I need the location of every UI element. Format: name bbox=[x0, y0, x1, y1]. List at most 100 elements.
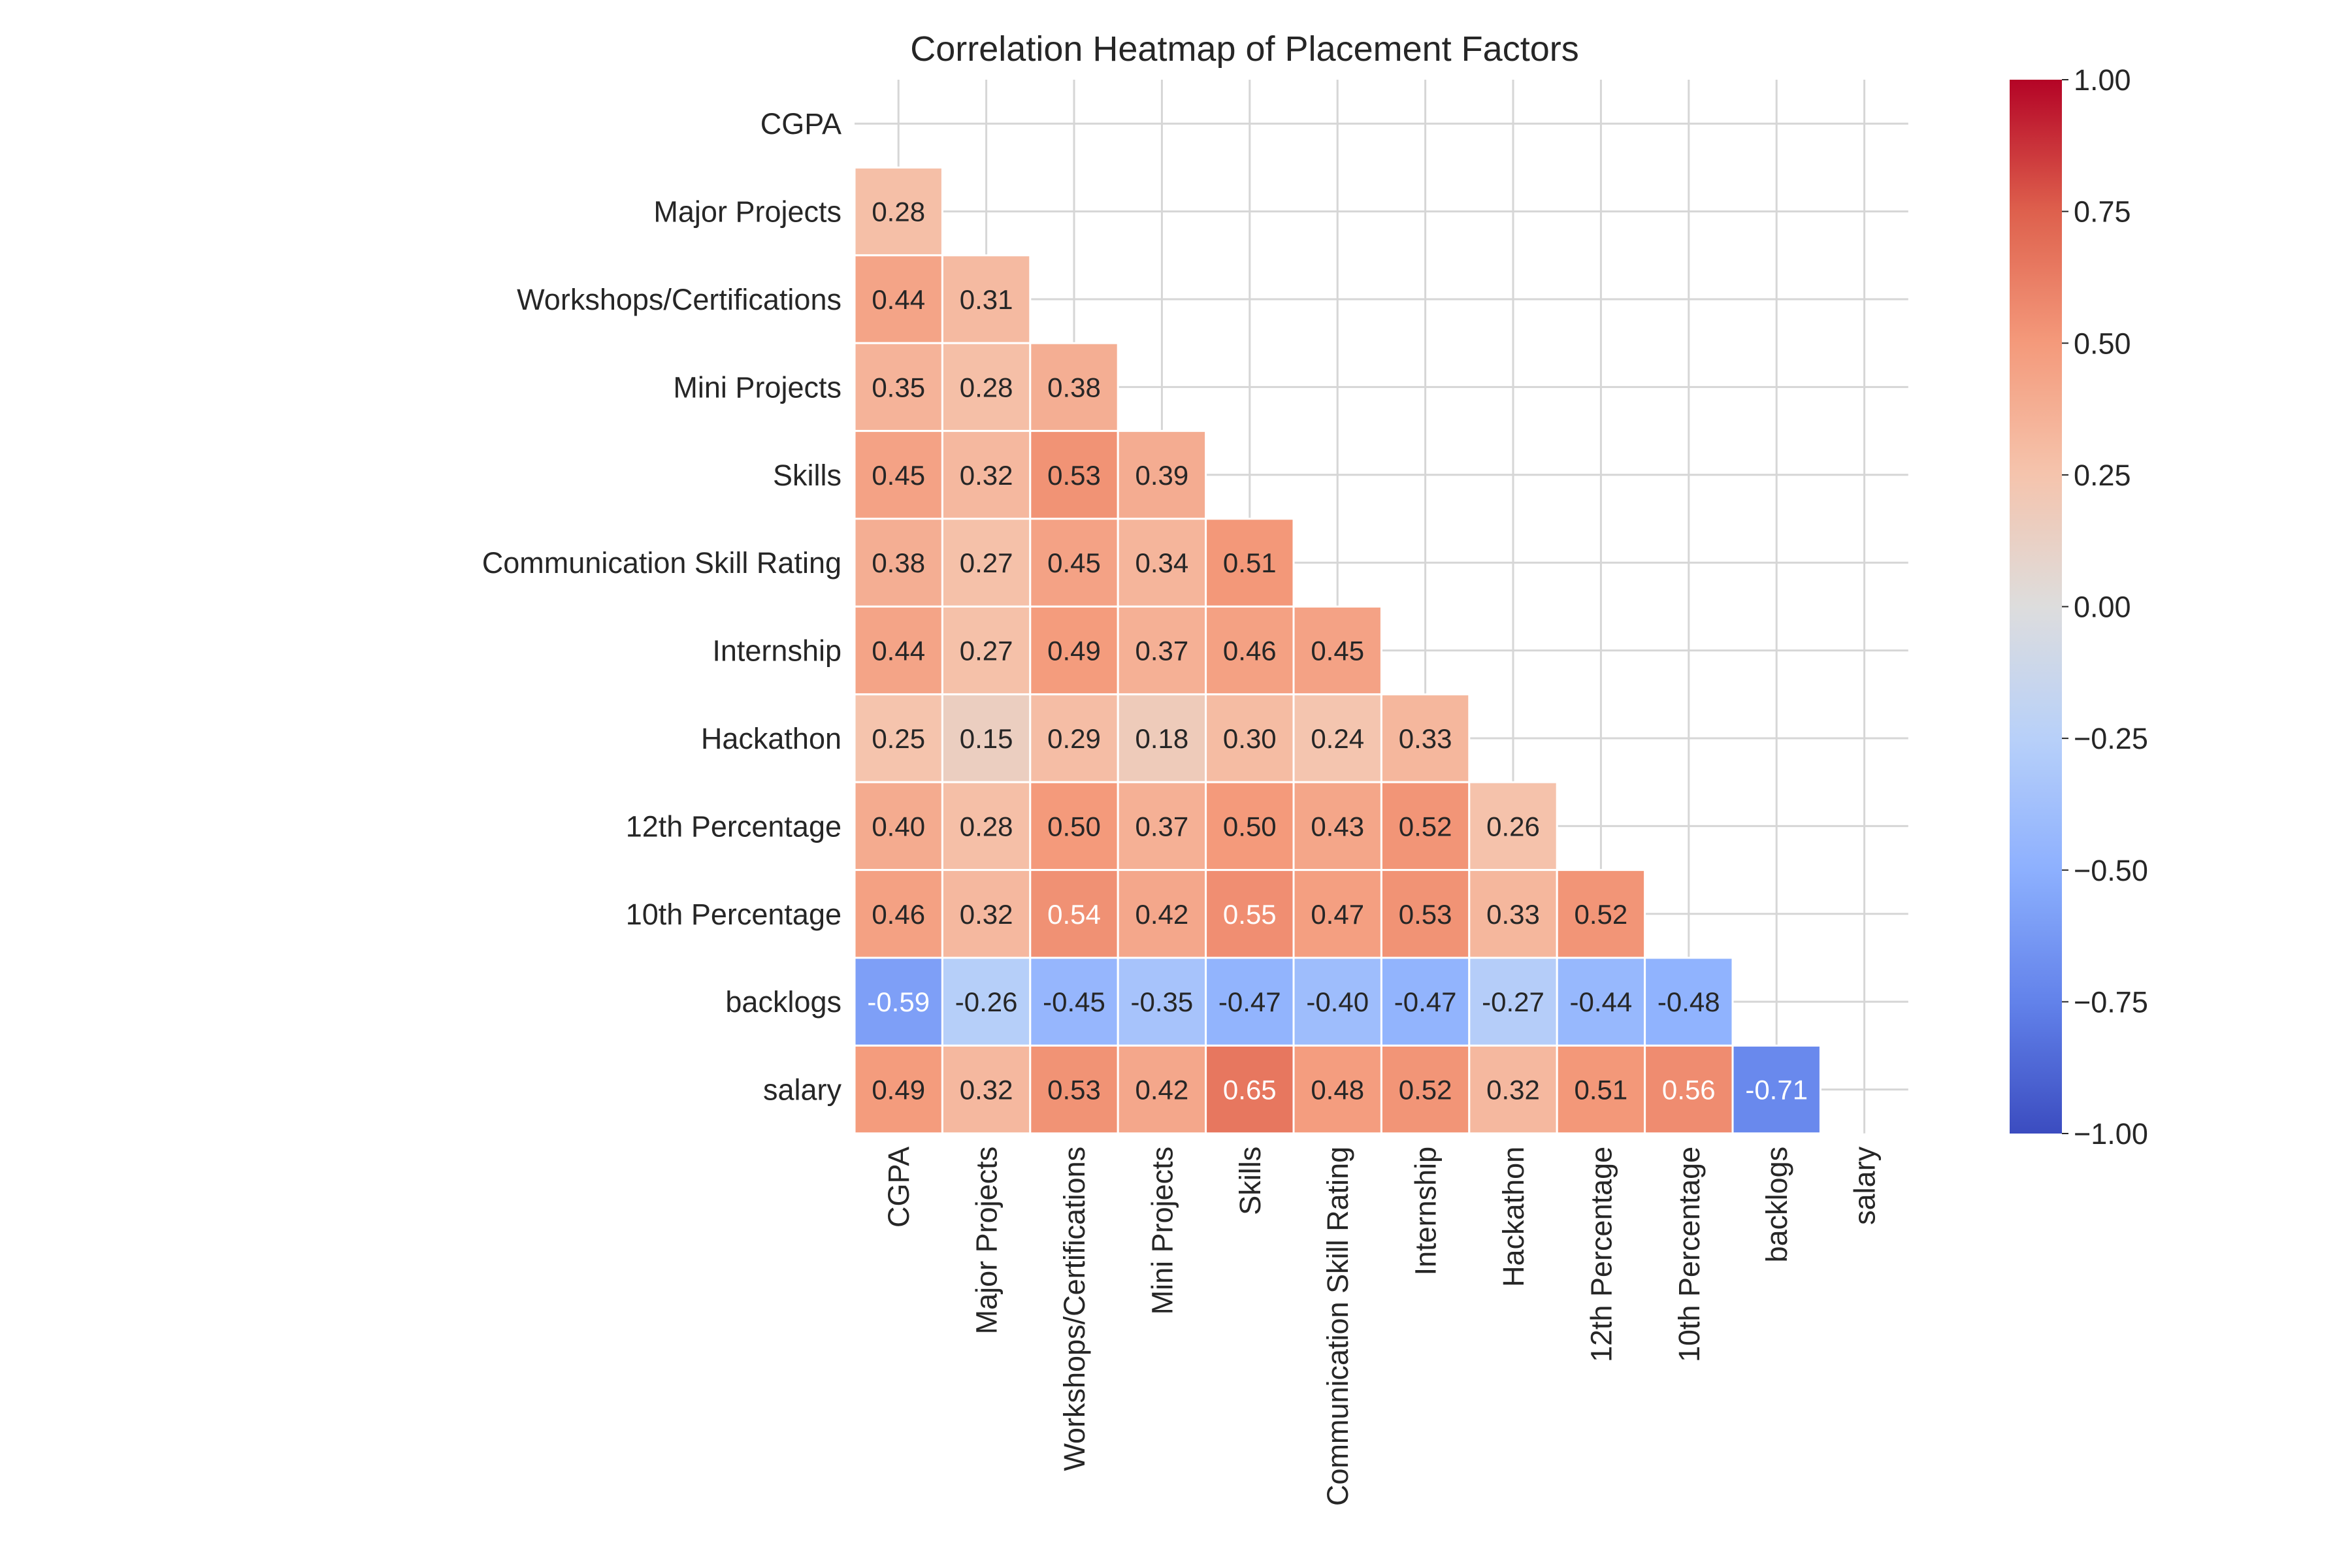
cell-value-label: 0.26 bbox=[1486, 811, 1540, 841]
cell-value-label: 0.52 bbox=[1575, 899, 1628, 930]
colorbar-tick-label: 0.75 bbox=[2074, 195, 2131, 229]
heatmap-cell bbox=[1117, 1044, 1207, 1135]
cell-value-label: 0.49 bbox=[872, 1075, 925, 1105]
cell-value-label: -0.40 bbox=[1306, 987, 1369, 1017]
heatmap-cell bbox=[1731, 1044, 1821, 1135]
cell-value-label: -0.47 bbox=[1394, 987, 1457, 1017]
heatmap-cell bbox=[1292, 956, 1382, 1047]
cell-value-label: 0.30 bbox=[1223, 723, 1277, 754]
cell-value-label: 0.54 bbox=[1047, 899, 1101, 930]
cell-value-label: -0.47 bbox=[1218, 987, 1281, 1017]
heatmap-cell bbox=[1029, 956, 1119, 1047]
cell-value-label: 0.34 bbox=[1135, 547, 1189, 578]
y-tick-label-10th-percentage: 10th Percentage bbox=[626, 898, 841, 931]
x-tick-label-communication-skill-rating: Communication Skill Rating bbox=[1321, 1147, 1354, 1506]
y-tick-label-communication-skill-rating: Communication Skill Rating bbox=[482, 546, 841, 580]
colorbar-gradient bbox=[2010, 80, 2062, 1134]
cell-value-label: 0.45 bbox=[872, 460, 925, 491]
cell-value-label: 0.46 bbox=[872, 899, 925, 930]
heatmap-cell bbox=[853, 869, 943, 959]
cell-value-label: 0.51 bbox=[1575, 1075, 1628, 1105]
cell-value-label: 0.48 bbox=[1311, 1075, 1364, 1105]
cell-value-label: 0.47 bbox=[1311, 899, 1364, 930]
cell-value-label: 0.28 bbox=[872, 197, 925, 227]
y-tick-label-salary: salary bbox=[763, 1073, 842, 1107]
y-tick-label-backlogs: backlogs bbox=[725, 985, 841, 1019]
heatmap-cell bbox=[1117, 869, 1207, 959]
cell-value-label: 0.56 bbox=[1662, 1075, 1716, 1105]
x-tick-labels: CGPA Major Projects Workshops/Certificatio… bbox=[882, 1146, 1881, 1506]
cell-value-label: 0.42 bbox=[1135, 1075, 1189, 1105]
heatmap-cell bbox=[1029, 781, 1119, 872]
y-tick-label-internship: Internship bbox=[712, 634, 841, 668]
cell-value-label: -0.59 bbox=[867, 987, 930, 1017]
x-tick-label-major-projects: Major Projects bbox=[970, 1147, 1004, 1335]
cell-value-label: 0.38 bbox=[1047, 372, 1101, 402]
chart-title: Correlation Heatmap of Placement Factors bbox=[910, 29, 1578, 69]
cell-value-label: 0.43 bbox=[1311, 811, 1364, 841]
heatmap-cell bbox=[941, 254, 1032, 344]
cell-value-label: 0.37 bbox=[1135, 636, 1189, 666]
heatmap-cell bbox=[1468, 956, 1558, 1047]
x-tick-label-internship: Internship bbox=[1409, 1147, 1443, 1276]
colorbar-tick-label: −0.50 bbox=[2074, 854, 2148, 887]
cell-value-label: 0.29 bbox=[1047, 723, 1101, 754]
cell-value-label: 0.25 bbox=[872, 723, 925, 754]
heatmap-cell bbox=[941, 430, 1032, 520]
cell-value-label: -0.71 bbox=[1745, 1075, 1808, 1105]
cell-value-label: 0.27 bbox=[960, 547, 1013, 578]
y-tick-labels: CGPA Major Projects Workshops/Certificatio… bbox=[482, 107, 842, 1106]
heatmap-cell bbox=[941, 693, 1032, 783]
cell-value-label: 0.49 bbox=[1047, 636, 1101, 666]
heatmap-cell bbox=[941, 605, 1032, 696]
cell-value-label: 0.52 bbox=[1399, 1075, 1452, 1105]
heatmap-cell bbox=[1029, 605, 1119, 696]
y-tick-label-skills: Skills bbox=[773, 459, 841, 492]
cell-value-label: 0.52 bbox=[1399, 811, 1452, 841]
cell-value-label: -0.44 bbox=[1570, 987, 1633, 1017]
y-tick-label-workshops-certifications: Workshops/Certifications bbox=[517, 283, 841, 316]
cell-value-label: 0.42 bbox=[1135, 899, 1189, 930]
x-tick-label-workshops-certifications: Workshops/Certifications bbox=[1058, 1147, 1091, 1471]
heatmap-cell bbox=[853, 605, 943, 696]
cell-value-label: 0.40 bbox=[872, 811, 925, 841]
heatmap-cell bbox=[1029, 1044, 1119, 1135]
cell-value-label: 0.44 bbox=[872, 284, 925, 315]
cell-value-label: 0.32 bbox=[960, 460, 1013, 491]
colorbar: 1.00 0.75 0.50 0.25 0.00 −0.25 −0.50 −0.75 −1.00 bbox=[2010, 63, 2148, 1151]
colorbar-tick-label: 1.00 bbox=[2074, 63, 2131, 97]
cell-value-label: 0.28 bbox=[960, 811, 1013, 841]
colorbar-tick-label: 0.50 bbox=[2074, 327, 2131, 360]
colorbar-tick-label: −1.00 bbox=[2074, 1117, 2148, 1151]
cell-value-label: 0.53 bbox=[1047, 1075, 1101, 1105]
heatmap-cell bbox=[1556, 869, 1646, 959]
heatmap-cell bbox=[1205, 517, 1295, 608]
heatmap-cell bbox=[1468, 1044, 1558, 1135]
cell-value-label: 0.53 bbox=[1047, 460, 1101, 491]
heatmap-cell bbox=[1292, 781, 1382, 872]
heatmap-cell bbox=[1205, 869, 1295, 959]
colorbar-tick-label: 0.00 bbox=[2074, 591, 2131, 624]
heatmap-cell bbox=[1205, 781, 1295, 872]
y-tick-label-mini-projects: Mini Projects bbox=[673, 370, 841, 404]
heatmap-cell bbox=[941, 1044, 1032, 1135]
cell-value-label: -0.26 bbox=[955, 987, 1018, 1017]
cell-value-label: 0.55 bbox=[1223, 899, 1277, 930]
cell-value-label: 0.53 bbox=[1399, 899, 1452, 930]
cell-value-label: 0.50 bbox=[1223, 811, 1277, 841]
x-tick-label-salary: salary bbox=[1848, 1146, 1882, 1225]
heatmap-cells: 0.28 0.44 0.31 0.35 0.28 0.38 0.45 0.32 0.53 0.39… bbox=[853, 166, 1821, 1135]
colorbar-tick-label: −0.25 bbox=[2074, 722, 2148, 755]
heatmap-cell bbox=[1205, 1044, 1295, 1135]
heatmap-cell bbox=[1468, 781, 1558, 872]
cell-value-label: 0.45 bbox=[1311, 636, 1364, 666]
cell-value-label: 0.15 bbox=[960, 723, 1013, 754]
heatmap-cell bbox=[1556, 1044, 1646, 1135]
heatmap-cell bbox=[853, 166, 943, 257]
cell-value-label: 0.27 bbox=[960, 636, 1013, 666]
heatmap-cell bbox=[853, 430, 943, 520]
heatmap-cell bbox=[1029, 517, 1119, 608]
cell-value-label: 0.24 bbox=[1311, 723, 1364, 754]
cell-value-label: -0.48 bbox=[1658, 987, 1720, 1017]
heatmap-cell bbox=[1205, 693, 1295, 783]
